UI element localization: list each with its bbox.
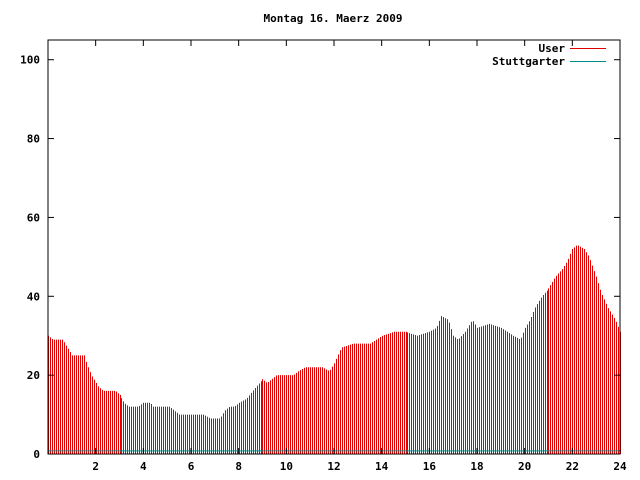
x-tick-label: 22 <box>566 460 579 473</box>
chart-title: Montag 16. Maerz 2009 <box>263 12 402 25</box>
legend-label-user: User <box>539 42 566 55</box>
user-bars <box>48 245 621 454</box>
x-tick-label: 12 <box>327 460 340 473</box>
y-tick-label: 100 <box>20 54 40 67</box>
x-tick-label: 2 <box>92 460 99 473</box>
x-tick-label: 4 <box>140 460 147 473</box>
y-tick-label: 40 <box>27 290 40 303</box>
x-tick-label: 8 <box>235 460 242 473</box>
legend-label-stuttgarter: Stuttgarter <box>492 55 565 68</box>
y-tick-label: 80 <box>27 133 40 146</box>
x-tick-label: 18 <box>470 460 483 473</box>
y-tick-label: 0 <box>33 448 40 461</box>
y-tick-label: 60 <box>27 211 40 224</box>
x-tick-label: 16 <box>423 460 437 473</box>
x-tick-label: 6 <box>188 460 195 473</box>
x-tick-label: 20 <box>518 460 531 473</box>
legend: User Stuttgarter <box>492 42 606 68</box>
x-tick-label: 10 <box>280 460 293 473</box>
y-tick-label: 20 <box>27 369 40 382</box>
x-tick-label: 14 <box>375 460 389 473</box>
x-axis: 2 4 6 8 10 12 14 16 18 20 22 24 <box>92 40 627 473</box>
x-tick-label: 24 <box>613 460 627 473</box>
y-axis: 0 20 40 60 80 100 <box>20 54 620 461</box>
